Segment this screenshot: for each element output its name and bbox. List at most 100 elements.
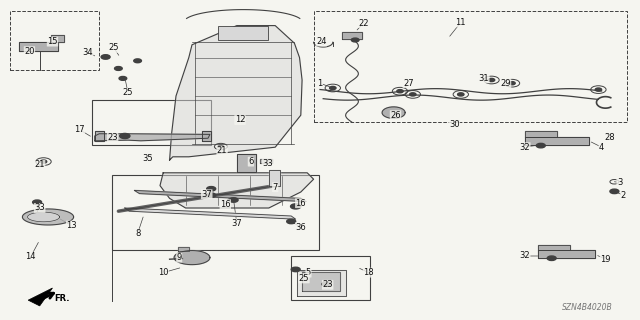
Circle shape xyxy=(291,204,301,209)
Circle shape xyxy=(397,90,403,93)
Text: 35: 35 xyxy=(142,154,152,163)
Text: 24: 24 xyxy=(316,37,326,46)
Text: 16: 16 xyxy=(296,199,306,208)
Text: 25: 25 xyxy=(123,88,133,97)
Text: 15: 15 xyxy=(47,37,58,46)
Text: 8: 8 xyxy=(135,229,140,238)
Text: 33: 33 xyxy=(35,204,45,212)
Polygon shape xyxy=(19,42,58,51)
Bar xyxy=(291,256,370,300)
Bar xyxy=(218,26,268,40)
Circle shape xyxy=(330,86,336,90)
Circle shape xyxy=(610,189,619,194)
Text: 32: 32 xyxy=(520,143,530,152)
Text: 22: 22 xyxy=(358,19,369,28)
Text: 21: 21 xyxy=(35,160,45,169)
Polygon shape xyxy=(170,26,302,160)
Text: 4: 4 xyxy=(599,143,604,152)
Circle shape xyxy=(207,193,216,197)
Text: 20: 20 xyxy=(24,47,35,56)
Circle shape xyxy=(120,133,130,139)
Text: 11: 11 xyxy=(456,18,466,27)
Text: 18: 18 xyxy=(364,268,374,277)
Circle shape xyxy=(291,267,300,272)
Circle shape xyxy=(115,67,122,70)
Text: 21: 21 xyxy=(217,146,227,155)
Polygon shape xyxy=(237,154,256,172)
Text: 10: 10 xyxy=(158,268,168,277)
Polygon shape xyxy=(382,107,405,118)
Circle shape xyxy=(119,76,127,80)
Circle shape xyxy=(458,93,464,96)
Polygon shape xyxy=(342,32,362,39)
Circle shape xyxy=(536,143,545,148)
Circle shape xyxy=(488,78,495,82)
Text: 33: 33 xyxy=(262,159,273,168)
Text: 19: 19 xyxy=(600,255,611,264)
Text: 26: 26 xyxy=(390,111,401,120)
Text: 2: 2 xyxy=(621,191,626,200)
Text: 23: 23 xyxy=(323,280,333,289)
Text: 5: 5 xyxy=(306,268,311,277)
Text: 13: 13 xyxy=(67,221,77,230)
Polygon shape xyxy=(28,212,60,222)
Bar xyxy=(10,11,99,70)
Text: 37: 37 xyxy=(232,219,242,228)
Text: 31: 31 xyxy=(479,74,489,83)
Circle shape xyxy=(101,55,110,59)
Polygon shape xyxy=(178,247,189,251)
Text: 14: 14 xyxy=(26,252,36,261)
Circle shape xyxy=(595,88,602,91)
Text: 25: 25 xyxy=(299,274,309,283)
Circle shape xyxy=(287,219,296,224)
Text: 25: 25 xyxy=(109,44,119,52)
Circle shape xyxy=(229,198,238,202)
Text: 37: 37 xyxy=(202,190,212,199)
Polygon shape xyxy=(22,209,74,225)
Bar xyxy=(314,11,627,122)
Text: 23: 23 xyxy=(108,133,118,142)
Polygon shape xyxy=(525,137,589,145)
Text: 6: 6 xyxy=(248,157,253,166)
Polygon shape xyxy=(174,251,210,265)
Text: 34: 34 xyxy=(83,48,93,57)
Circle shape xyxy=(134,59,141,63)
Circle shape xyxy=(351,38,359,42)
Circle shape xyxy=(322,282,331,286)
Text: FR.: FR. xyxy=(54,294,69,303)
Polygon shape xyxy=(260,159,272,163)
Text: 28: 28 xyxy=(604,133,614,142)
Polygon shape xyxy=(160,173,314,208)
Polygon shape xyxy=(134,190,306,202)
Polygon shape xyxy=(51,35,64,42)
Text: 36: 36 xyxy=(296,223,306,232)
Polygon shape xyxy=(538,245,570,250)
Text: 32: 32 xyxy=(520,252,530,260)
Polygon shape xyxy=(125,208,296,219)
Text: 17: 17 xyxy=(74,125,84,134)
Polygon shape xyxy=(202,131,211,141)
Circle shape xyxy=(218,145,223,148)
Text: SZN4B4020B: SZN4B4020B xyxy=(563,303,613,312)
Circle shape xyxy=(509,82,515,85)
Text: 1: 1 xyxy=(317,79,323,88)
Circle shape xyxy=(547,256,556,260)
Bar xyxy=(112,175,319,250)
Polygon shape xyxy=(269,170,280,186)
Polygon shape xyxy=(297,270,346,296)
Polygon shape xyxy=(95,134,210,141)
Text: 16: 16 xyxy=(220,200,230,209)
Text: 30: 30 xyxy=(449,120,460,129)
Circle shape xyxy=(40,160,47,163)
Polygon shape xyxy=(302,272,340,291)
Bar xyxy=(92,100,211,145)
Circle shape xyxy=(410,93,416,96)
Text: 3: 3 xyxy=(617,178,622,187)
Circle shape xyxy=(207,187,216,191)
Text: 12: 12 xyxy=(235,116,245,124)
Polygon shape xyxy=(525,131,557,137)
Polygon shape xyxy=(95,131,104,141)
Circle shape xyxy=(33,200,42,204)
Polygon shape xyxy=(28,288,52,306)
Polygon shape xyxy=(538,250,595,258)
